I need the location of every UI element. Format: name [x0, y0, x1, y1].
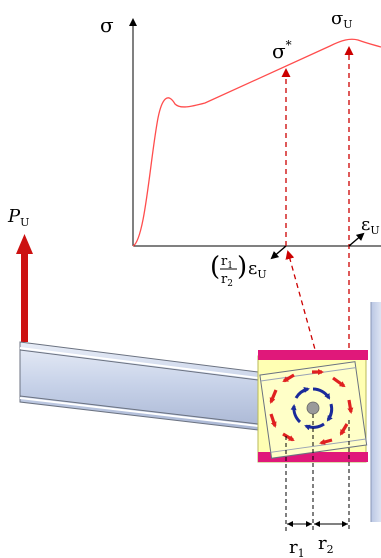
- svg-text:εU: εU: [248, 258, 267, 281]
- stress-strain-curve: [132, 38, 381, 247]
- svg-text:r1: r1: [221, 254, 233, 271]
- sigma-u-label: σU: [331, 8, 353, 31]
- sigma-star-label: σ*: [272, 38, 292, 63]
- inner-bolt-ring: [290, 387, 334, 431]
- epsilon-u-arrow: [348, 232, 365, 247]
- center-of-rotation: [306, 401, 320, 415]
- r2-label: r2: [318, 533, 334, 556]
- svg-text:(: (: [210, 252, 220, 282]
- column: [371, 302, 381, 522]
- top-flange-plate: [258, 350, 368, 360]
- bolt-group: [269, 369, 354, 445]
- reduced-strain-label: ( r1 r2 ) εU: [210, 252, 267, 289]
- reduced-strain-arrow: [270, 245, 287, 260]
- load-label: PU: [7, 206, 29, 229]
- epsilon-u-label: εU: [361, 214, 380, 237]
- dimension-lines: r1 r2: [285, 414, 350, 558]
- sigma-axis-label: σ: [100, 13, 114, 37]
- outer-bolt-ring: [269, 369, 354, 445]
- svg-text:r2: r2: [221, 272, 233, 289]
- load-arrow: PU: [7, 206, 33, 342]
- r1-label: r1: [289, 537, 305, 558]
- beam: [19, 341, 259, 431]
- svg-text:): ): [237, 252, 247, 282]
